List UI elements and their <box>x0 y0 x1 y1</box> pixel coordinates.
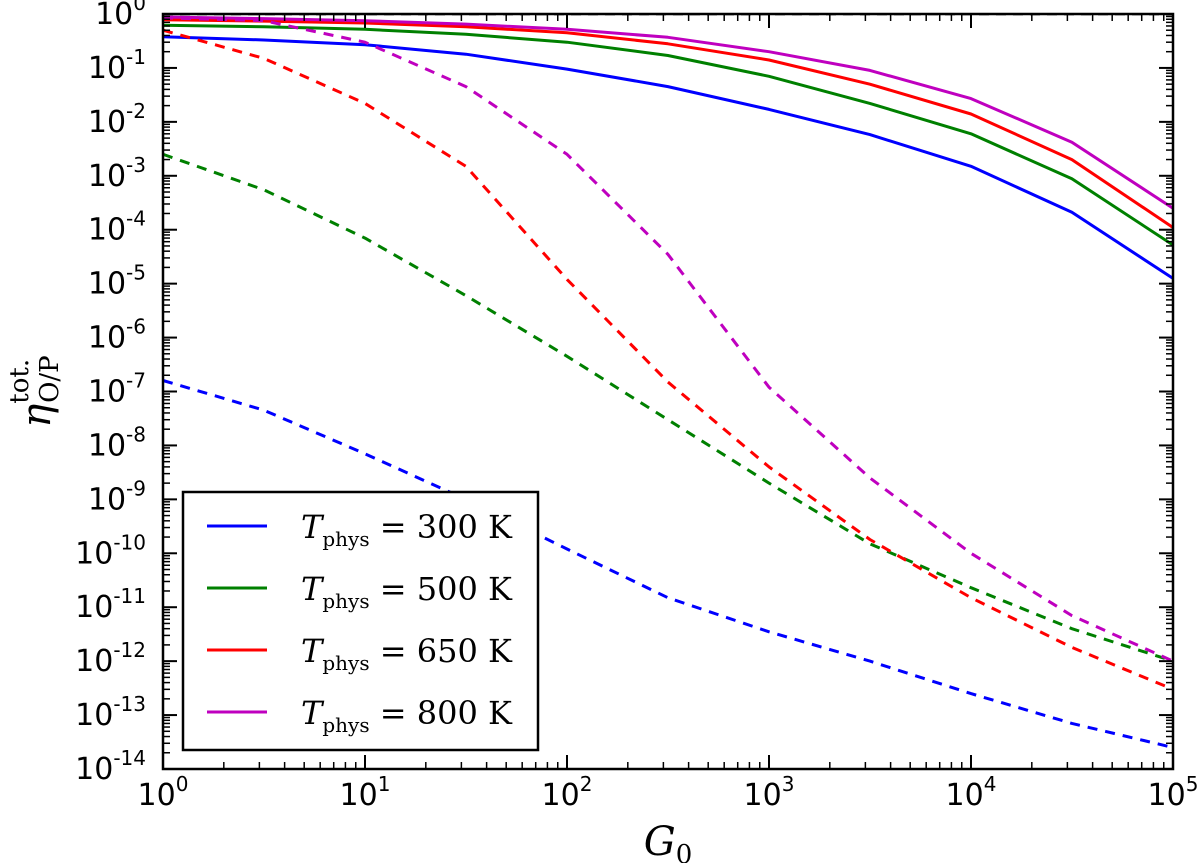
y-tick-label: 10-1 <box>88 45 146 86</box>
series-3-solid-line <box>163 18 1173 229</box>
y-tick-label: 10-14 <box>75 746 146 787</box>
y-tick-label: 10-7 <box>88 369 146 410</box>
legend-label-2: Tphys = 500 K <box>301 570 513 613</box>
x-tick-label: 104 <box>946 772 997 813</box>
y-tick-label: 10-13 <box>75 692 146 733</box>
y-tick-label: 10-11 <box>75 584 146 625</box>
x-tick-label: 101 <box>340 772 391 813</box>
x-tick-label: 100 <box>138 772 189 813</box>
x-tick-label: 103 <box>744 772 795 813</box>
y-tick-label: 10-8 <box>88 422 146 463</box>
y-tick-label: 10-9 <box>88 476 146 517</box>
y-tick-label: 100 <box>95 0 146 32</box>
y-tick-label: 10-12 <box>75 638 146 679</box>
y-tick-label: 10-6 <box>88 315 146 356</box>
x-tick-label: 102 <box>542 772 593 813</box>
series-1-dashed-line <box>163 379 1173 749</box>
series-1-solid-line <box>163 35 1173 280</box>
series-2-solid-line <box>163 23 1173 247</box>
y-tick-label: 10-10 <box>75 530 146 571</box>
series-4-dashed-line <box>163 16 1173 663</box>
legend-label-4: Tphys = 800 K <box>301 694 513 737</box>
x-tick-label: 105 <box>1148 772 1199 813</box>
y-tick-label: 10-3 <box>88 153 146 194</box>
x-axis-label: G0 <box>644 819 693 863</box>
legend-label-3: Tphys = 650 K <box>301 632 513 675</box>
legend-label-1: Tphys = 300 K <box>301 508 513 551</box>
y-axis-label: ηtot.O/P <box>5 355 65 427</box>
y-tick-label: 10-2 <box>88 99 146 140</box>
series-2-dashed-line <box>163 152 1173 663</box>
y-tick-label: 10-5 <box>88 261 146 302</box>
y-tick-label: 10-4 <box>88 207 146 248</box>
legend-box <box>181 490 540 752</box>
series-4-solid-line <box>163 15 1173 210</box>
